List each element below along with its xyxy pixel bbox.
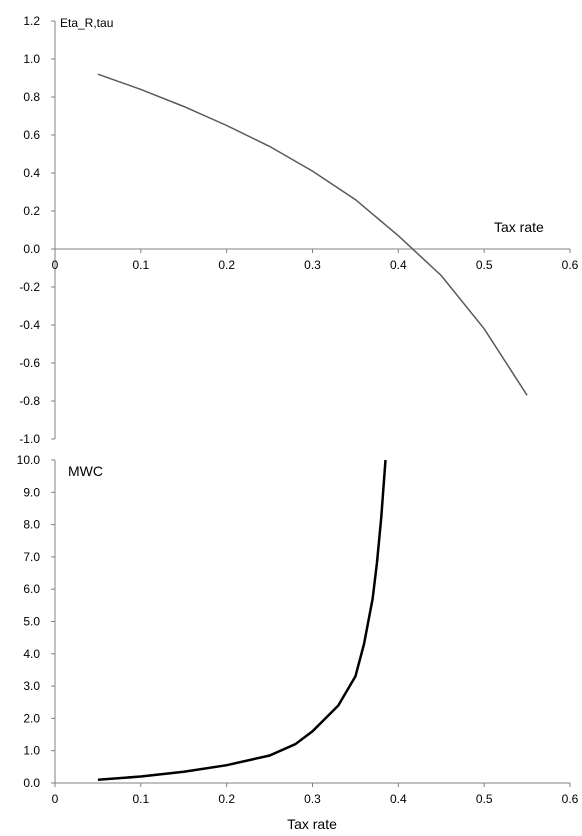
mwc-y-axis-label: MWC: [68, 463, 103, 479]
y-tick-label: 1.0: [23, 744, 40, 758]
mwc-chart: 10.09.08.07.06.05.04.03.02.01.00.0 0 0.1 0…: [17, 453, 579, 832]
x-tick-label: 0.1: [132, 258, 149, 272]
eta-series-line: [97, 73, 528, 396]
y-tick-label: 7.0: [23, 550, 40, 564]
x-tick-label: 0.3: [304, 792, 321, 806]
x-tick-label: 0.4: [390, 792, 407, 806]
y-tick-label: 0.6: [23, 128, 40, 142]
y-tick-label: 0.8: [23, 90, 40, 104]
y-tick-label: -0.2: [19, 280, 40, 294]
y-tick-label: 2.0: [23, 711, 40, 725]
x-tick-label: 0.5: [476, 792, 493, 806]
mwc-x-axis-label: Tax rate: [287, 816, 337, 832]
mwc-x-ticks: 0 0.1 0.2 0.3 0.4 0.5 0.6: [52, 783, 579, 806]
x-tick-label: 0.5: [476, 258, 493, 272]
y-tick-label: 8.0: [23, 518, 40, 532]
y-tick-label: 3.0: [23, 679, 40, 693]
y-tick-label: -0.8: [19, 394, 40, 408]
y-tick-label: 9.0: [23, 485, 40, 499]
x-tick-label: 0.2: [218, 792, 235, 806]
eta-x-axis-label: Tax rate: [494, 219, 544, 235]
x-tick-label: 0: [52, 792, 59, 806]
y-tick-label: 0.0: [23, 242, 40, 256]
y-tick-label: 5.0: [23, 615, 40, 629]
x-tick-label: 0.2: [218, 258, 235, 272]
mwc-y-ticks: 10.0 9.0 8.0 7.0 6.0 5.0 4.0 3.0 2.0 1.0 0.0: [17, 453, 55, 790]
y-tick-label: 10.0: [17, 453, 41, 467]
y-tick-label: -0.4: [19, 318, 40, 332]
x-tick-label: 0.4: [390, 258, 407, 272]
y-tick-label: -0.6: [19, 356, 40, 370]
y-tick-label: 6.0: [23, 582, 40, 596]
y-tick-label: 1.0: [23, 52, 40, 66]
eta-x-ticks: 0 0.1 0.2 0.3 0.4 0.5 0.6: [52, 249, 579, 272]
eta-y-ticks: 1.2 1.0 0.8 0.6 0.4 0.2 0.0 -0.2 -0.4 -0.6 -0.8 -1.…: [19, 14, 55, 446]
x-tick-label: 0.6: [562, 258, 579, 272]
x-tick-label: 0: [52, 258, 59, 272]
y-tick-label: -1.0: [19, 432, 40, 446]
x-tick-label: 0.3: [304, 258, 321, 272]
x-tick-label: 0.6: [562, 792, 579, 806]
x-tick-label: 0.1: [132, 792, 149, 806]
mwc-series-line: [97, 459, 387, 782]
eta-chart: 1.2 1.0 0.8 0.6 0.4 0.2 0.0 -0.2 -0.4 -0.6 -0.8 -1.…: [19, 14, 578, 446]
y-tick-label: 1.2: [23, 14, 40, 28]
y-tick-label: 0.4: [23, 166, 40, 180]
y-tick-label: 4.0: [23, 647, 40, 661]
eta-y-axis-label: Eta_R,tau: [60, 16, 113, 30]
y-tick-label: 0.0: [23, 776, 40, 790]
y-tick-label: 0.2: [23, 204, 40, 218]
